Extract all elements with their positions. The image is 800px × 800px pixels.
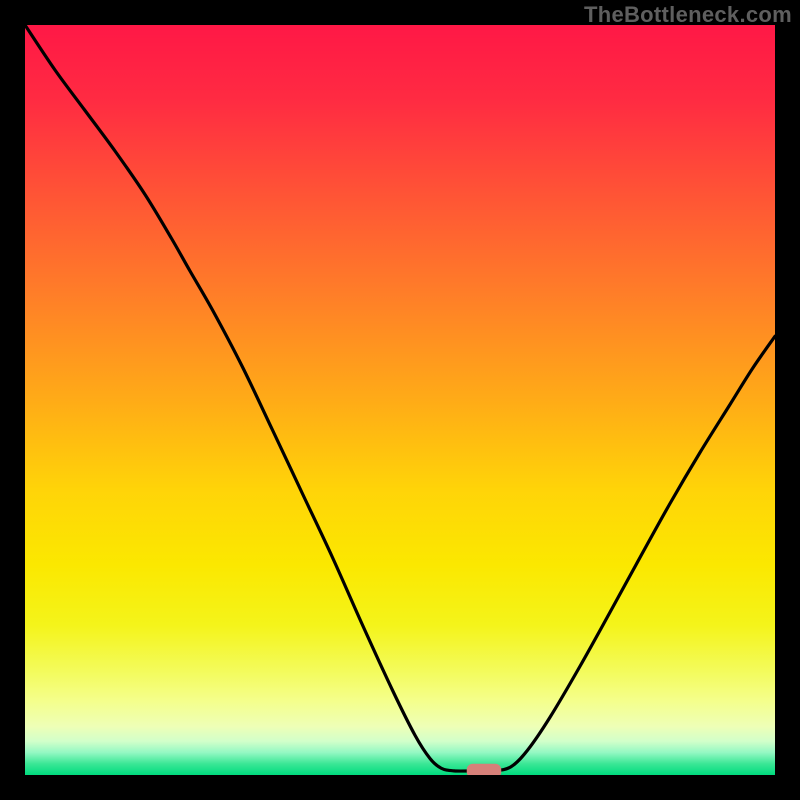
gradient-background <box>25 25 775 775</box>
chart-frame: TheBottleneck.com <box>0 0 800 800</box>
watermark-text: TheBottleneck.com <box>584 2 792 28</box>
optimal-point-marker <box>467 764 502 775</box>
bottleneck-chart <box>25 25 775 775</box>
